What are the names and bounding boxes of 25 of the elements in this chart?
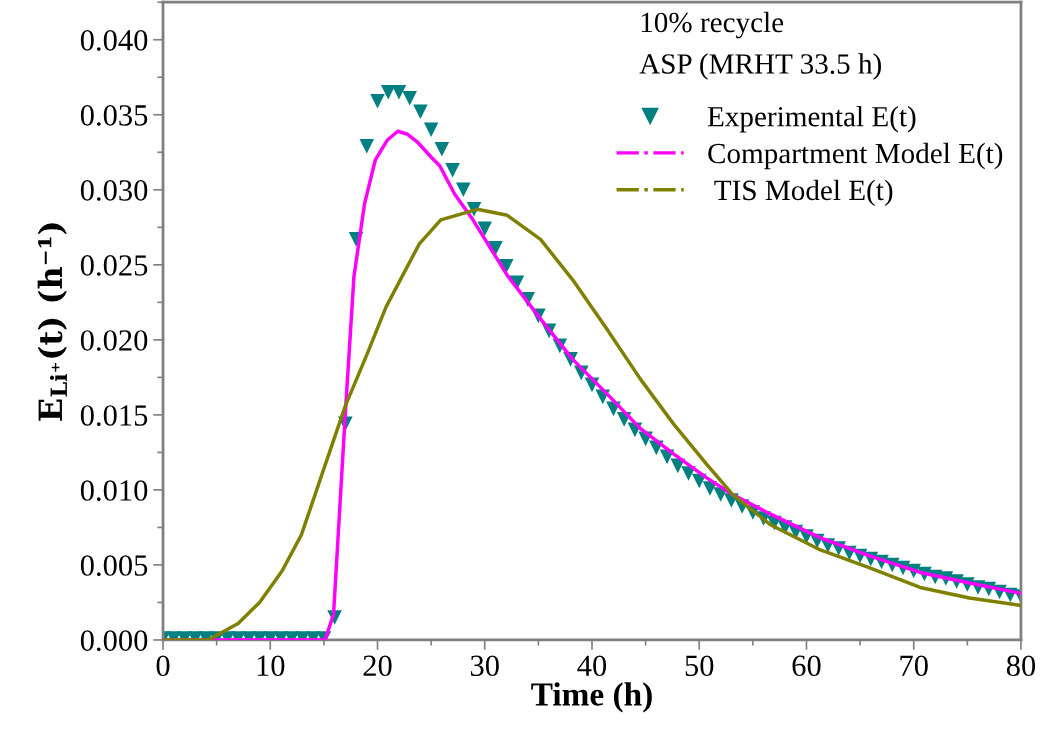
x-tick-label: 0	[156, 655, 170, 677]
x-tick-label: 20	[363, 655, 392, 677]
y-tick-label: 0.025	[80, 255, 148, 276]
y-tick-label: 0.035	[80, 105, 148, 126]
annotation: 10% recycle	[641, 11, 784, 39]
x-axis-title: Time (h)	[531, 682, 652, 713]
y-tick-label: 0.010	[80, 480, 148, 501]
y-axis-title: E$_{Li⁺}$(t) (h⁻¹)	[37, 223, 67, 421]
y-tick-label: 0.040	[80, 30, 148, 51]
annotation: ASP (MRHT 33.5 h)	[639, 53, 881, 80]
y-tick-label: 0.015	[80, 405, 148, 426]
x-tick-label: 30	[470, 655, 499, 677]
legend-label: TIS Model E(t)	[714, 179, 893, 207]
y-tick-label: 0.020	[80, 330, 148, 351]
x-tick-label: 50	[685, 655, 714, 677]
y-tick-label: 0.000	[80, 630, 148, 652]
x-tick-label: 10	[257, 655, 285, 677]
legend-label: Compartment Model E(t)	[708, 142, 1003, 170]
y-tick-label: 0.005	[80, 555, 148, 576]
legend-label: Experimental E(t)	[707, 106, 916, 133]
x-tick-label: 80	[1006, 655, 1036, 677]
x-tick-label: 40	[577, 655, 607, 677]
x-tick-label: 60	[792, 655, 821, 677]
y-tick-label: 0.030	[80, 180, 148, 201]
x-tick-label: 70	[900, 655, 928, 677]
